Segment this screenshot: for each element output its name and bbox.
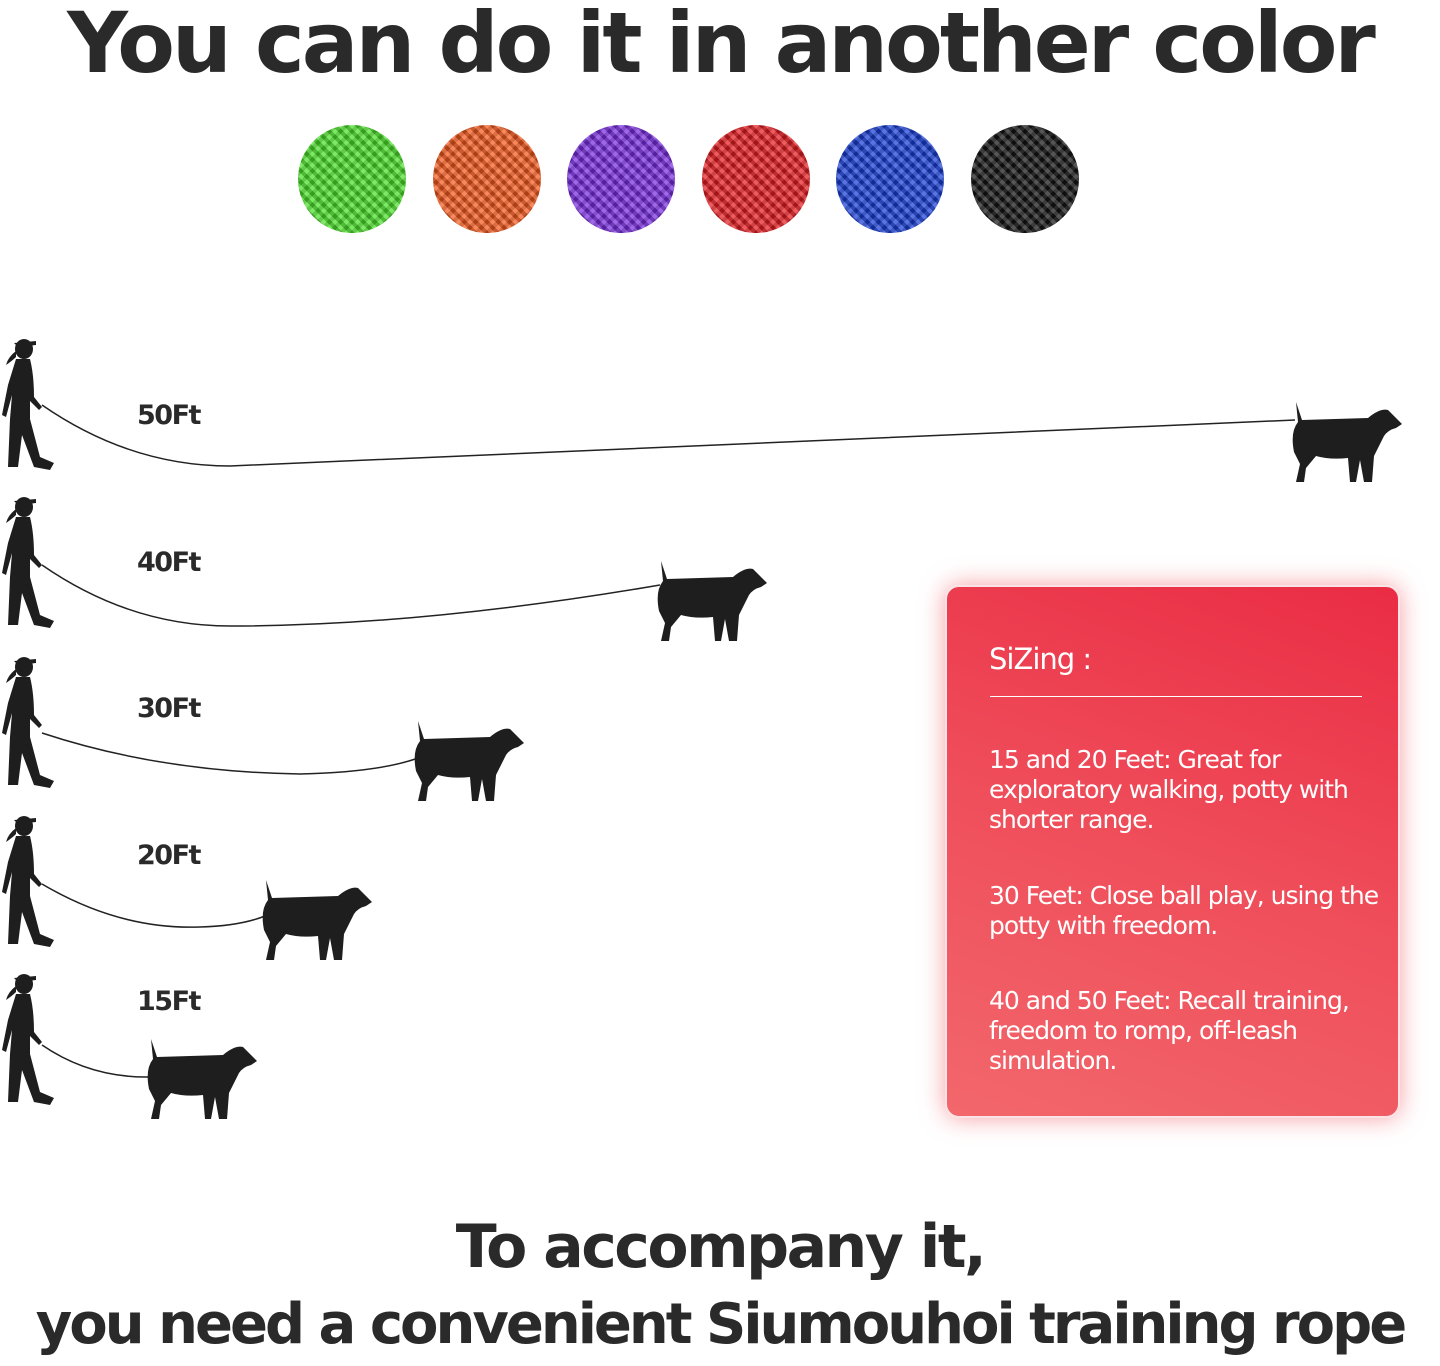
person-walking-icon [2, 497, 54, 628]
sizing-item: 30 Feet: Close ball play, using the pott… [989, 881, 1379, 940]
dog-icon [657, 561, 767, 641]
swatch-purple[interactable] [567, 125, 675, 233]
sizing-heading: SiZing : [989, 642, 1092, 676]
length-label-40: 40Ft [137, 547, 201, 578]
divider [990, 696, 1362, 697]
dog-icon [147, 1039, 257, 1119]
headline: You can do it in another color [67, 0, 1376, 92]
person-walking-icon [2, 974, 54, 1105]
swatch-orange[interactable] [433, 125, 541, 233]
swatch-green[interactable] [298, 125, 406, 233]
leash-15ft [41, 1044, 151, 1078]
sizing-card: SiZing : 15 and 20 Feet: Great for explo… [945, 585, 1400, 1118]
swatch-black[interactable] [971, 125, 1079, 233]
length-label-15: 15Ft [137, 986, 201, 1017]
bottom-line-2: you need a convenient Siumouhoi training… [35, 1292, 1407, 1357]
length-label-20: 20Ft [137, 840, 201, 871]
person-walking-icon [2, 657, 54, 788]
person-walking-icon [2, 339, 54, 470]
dog-icon [1292, 402, 1402, 482]
leash-50ft [41, 404, 1296, 467]
dog-icon [414, 721, 524, 801]
swatch-red[interactable] [702, 125, 810, 233]
length-label-50: 50Ft [137, 400, 201, 431]
leash-30ft [41, 732, 419, 775]
sizing-item: 15 and 20 Feet: Great for exploratory wa… [989, 745, 1349, 834]
swatch-blue[interactable] [836, 125, 944, 233]
length-label-30: 30Ft [137, 693, 201, 724]
dog-icon [262, 880, 372, 960]
leash-40ft [41, 564, 661, 627]
leash-20ft [41, 883, 266, 928]
bottom-line-1: To accompany it, [455, 1212, 987, 1282]
sizing-item: 40 and 50 Feet: Recall training, freedom… [989, 986, 1350, 1075]
person-walking-icon [2, 816, 54, 947]
